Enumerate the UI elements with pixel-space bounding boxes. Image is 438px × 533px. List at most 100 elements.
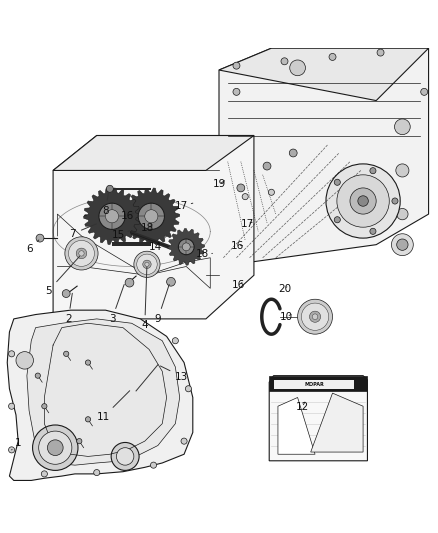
Circle shape <box>337 175 389 227</box>
Circle shape <box>242 193 248 200</box>
Text: 16: 16 <box>231 240 244 251</box>
Text: 11: 11 <box>97 391 130 422</box>
Circle shape <box>310 311 321 322</box>
Circle shape <box>312 314 318 319</box>
Circle shape <box>42 403 47 409</box>
Text: 12: 12 <box>295 402 309 412</box>
Text: 5: 5 <box>46 256 80 295</box>
Text: 6: 6 <box>26 240 39 254</box>
Text: 13: 13 <box>160 366 188 382</box>
Polygon shape <box>112 243 151 246</box>
Circle shape <box>137 254 157 274</box>
Text: 17: 17 <box>175 201 193 211</box>
Polygon shape <box>27 319 180 465</box>
Circle shape <box>138 203 164 229</box>
Circle shape <box>47 440 63 456</box>
Circle shape <box>268 189 275 195</box>
Circle shape <box>106 210 119 223</box>
Text: 19: 19 <box>212 180 226 189</box>
Polygon shape <box>219 48 428 101</box>
Circle shape <box>233 88 240 95</box>
Polygon shape <box>311 393 363 452</box>
Circle shape <box>281 58 288 65</box>
Circle shape <box>289 149 297 157</box>
Circle shape <box>301 303 328 330</box>
Circle shape <box>350 188 376 214</box>
Text: 14: 14 <box>149 236 166 252</box>
Circle shape <box>396 164 409 177</box>
Circle shape <box>172 338 178 344</box>
Circle shape <box>150 462 156 468</box>
Circle shape <box>290 60 305 76</box>
Circle shape <box>392 234 413 256</box>
Circle shape <box>68 240 95 266</box>
Circle shape <box>36 234 44 242</box>
Circle shape <box>125 278 134 287</box>
Text: 9: 9 <box>155 285 169 324</box>
Circle shape <box>62 289 70 297</box>
Circle shape <box>145 262 149 266</box>
Circle shape <box>329 53 336 60</box>
Circle shape <box>99 203 125 229</box>
Polygon shape <box>53 135 254 171</box>
Text: 16: 16 <box>121 211 134 221</box>
Circle shape <box>35 373 40 378</box>
Circle shape <box>9 403 14 409</box>
Circle shape <box>233 62 240 69</box>
Polygon shape <box>168 229 205 265</box>
Text: 10: 10 <box>280 312 293 322</box>
Circle shape <box>9 351 14 357</box>
Circle shape <box>9 447 14 453</box>
Text: 20: 20 <box>278 284 291 294</box>
Circle shape <box>377 49 384 56</box>
Circle shape <box>76 248 87 259</box>
Circle shape <box>370 228 376 235</box>
Circle shape <box>334 179 340 185</box>
Text: 15: 15 <box>112 230 130 240</box>
Circle shape <box>421 88 427 95</box>
Circle shape <box>85 417 91 422</box>
Polygon shape <box>269 376 367 391</box>
Text: 18: 18 <box>196 249 212 259</box>
Polygon shape <box>274 380 354 389</box>
Circle shape <box>297 299 332 334</box>
Circle shape <box>77 439 82 444</box>
Circle shape <box>237 184 245 192</box>
Text: 8: 8 <box>102 192 109 216</box>
Circle shape <box>16 352 33 369</box>
Circle shape <box>94 470 100 475</box>
Text: 3: 3 <box>109 285 124 324</box>
Circle shape <box>143 260 151 269</box>
Circle shape <box>263 162 271 170</box>
Circle shape <box>134 251 160 277</box>
Polygon shape <box>7 310 193 480</box>
Polygon shape <box>219 48 428 266</box>
Circle shape <box>145 210 158 223</box>
Polygon shape <box>112 188 151 190</box>
Text: 17: 17 <box>241 219 254 229</box>
Circle shape <box>392 198 398 204</box>
Circle shape <box>181 438 187 444</box>
Text: 1: 1 <box>12 438 21 450</box>
Circle shape <box>397 208 408 220</box>
Circle shape <box>326 164 400 238</box>
Circle shape <box>178 239 194 255</box>
Polygon shape <box>53 135 254 319</box>
Circle shape <box>397 239 408 251</box>
Circle shape <box>41 471 47 477</box>
Circle shape <box>185 386 191 392</box>
Text: MOPAR: MOPAR <box>304 382 324 387</box>
Circle shape <box>117 448 134 465</box>
Circle shape <box>32 425 78 471</box>
Circle shape <box>358 196 368 206</box>
Circle shape <box>166 277 175 286</box>
Circle shape <box>334 217 340 223</box>
Polygon shape <box>84 188 141 245</box>
Circle shape <box>111 442 139 471</box>
Circle shape <box>65 237 98 270</box>
Text: 2: 2 <box>65 293 72 324</box>
Circle shape <box>182 243 190 251</box>
Circle shape <box>395 119 410 135</box>
Circle shape <box>85 360 91 365</box>
Circle shape <box>106 185 113 192</box>
